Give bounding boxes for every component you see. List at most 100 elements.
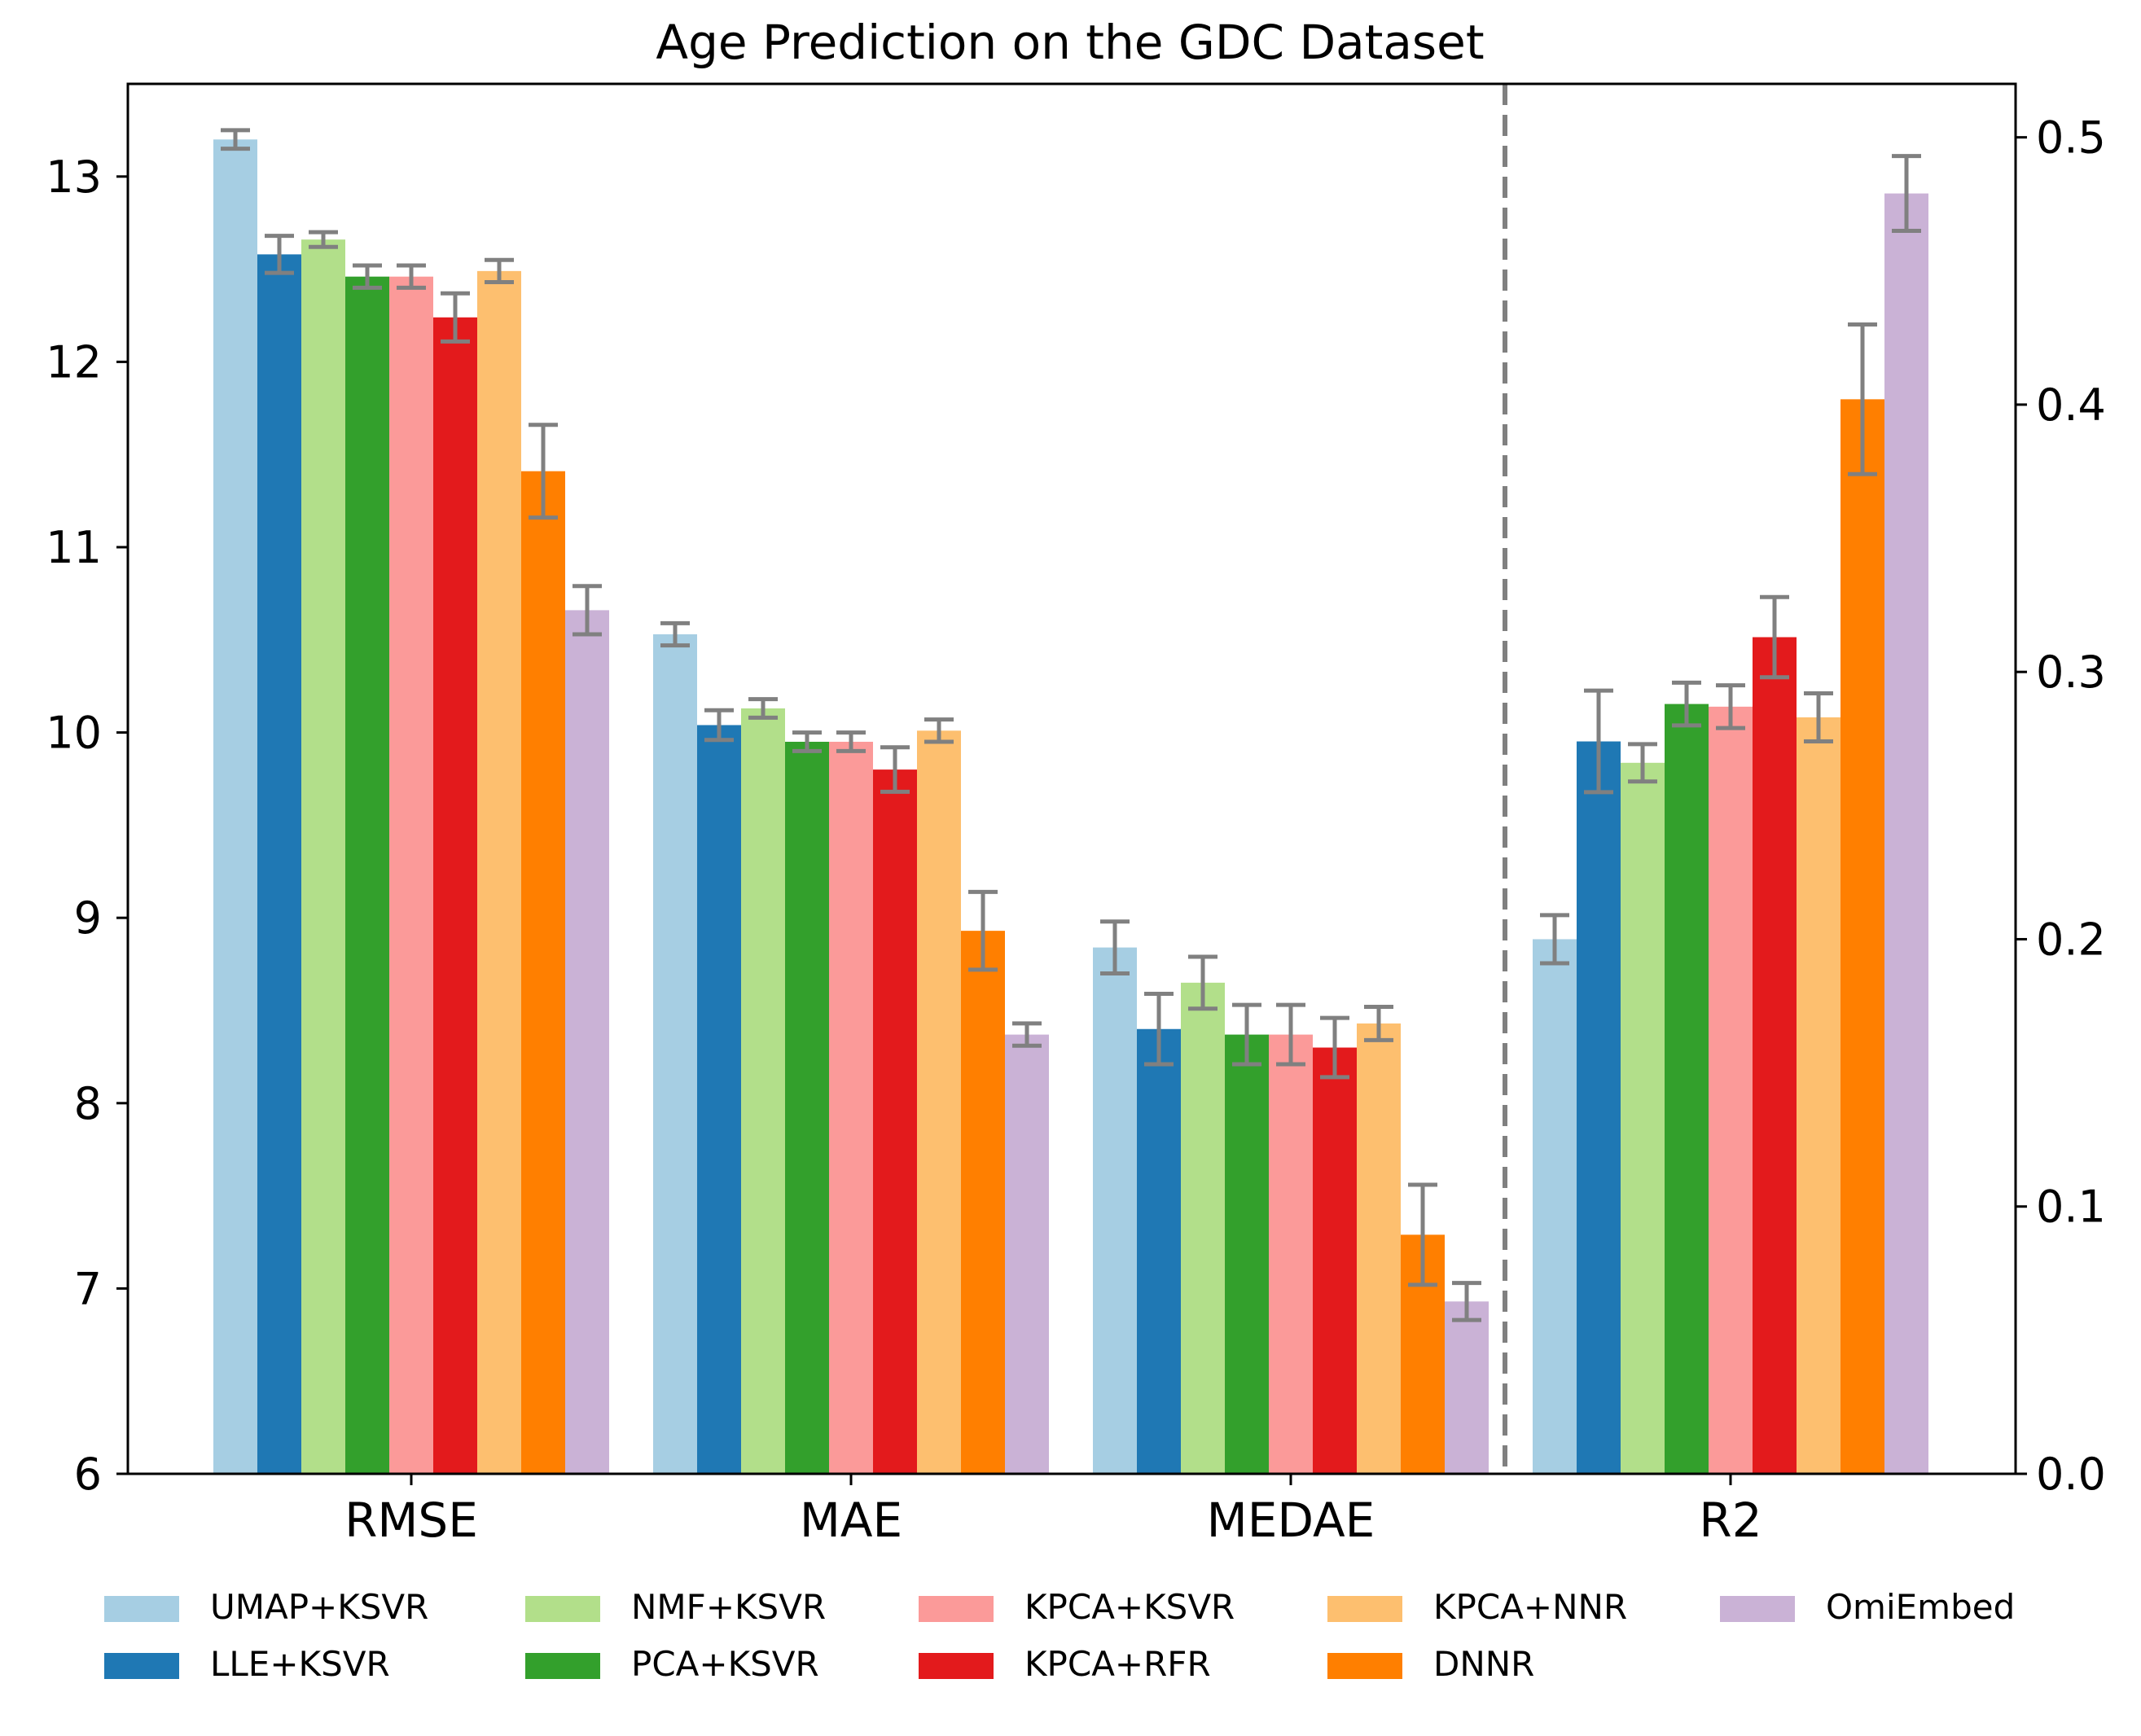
left-y-axis: 6 7 8 9 10 11 12 13 <box>46 151 128 1500</box>
bar-medae-kpca-ksvr <box>1269 1034 1313 1474</box>
error-bar-medae-kpca-nnr <box>1364 1004 1393 1042</box>
error-bar-mae-pca-ksvr <box>792 730 822 753</box>
bar-r2-dnnr <box>1840 399 1884 1475</box>
left-tick-label: 13 <box>46 151 102 203</box>
left-tick-label: 9 <box>74 892 102 944</box>
bar-mae-nmf-ksvr <box>741 708 785 1474</box>
legend-item-umap-ksvr: UMAP+KSVR <box>104 1587 428 1627</box>
chart-title: Age Prediction on the GDC Dataset <box>656 15 1484 70</box>
bar-rmse-omiembed <box>565 610 609 1474</box>
bar-r2-lle-ksvr <box>1577 741 1621 1474</box>
right-tick-label: 0.2 <box>2036 914 2106 965</box>
legend-item-lle-ksvr: LLE+KSVR <box>104 1644 390 1684</box>
legend-label: OmiEmbed <box>1826 1587 2015 1627</box>
error-bar-r2-pca-ksvr <box>1672 680 1701 728</box>
error-bar-mae-dnnr <box>968 889 998 972</box>
x-tick-label-mae: MAE <box>800 1493 902 1548</box>
bar-mae-kpca-nnr <box>917 730 961 1474</box>
legend-swatch <box>1327 1596 1402 1622</box>
error-bar-rmse-kpca-ksvr <box>397 263 426 290</box>
bar-rmse-umap-ksvr <box>213 139 257 1474</box>
legend-label: PCA+KSVR <box>631 1644 819 1684</box>
bar-medae-kpca-nnr <box>1357 1023 1401 1474</box>
legend-swatch <box>104 1596 179 1622</box>
bars-layer <box>213 139 1928 1475</box>
legend-swatch <box>525 1596 600 1622</box>
error-bar-mae-umap-ksvr <box>660 620 690 648</box>
bar-mae-umap-ksvr <box>653 633 697 1475</box>
legend-item-kpca-ksvr: KPCA+KSVR <box>919 1587 1235 1627</box>
right-tick-label: 0.0 <box>2036 1449 2106 1500</box>
x-tick-label-r2: R2 <box>1699 1493 1761 1548</box>
left-tick-label: 7 <box>74 1263 102 1314</box>
error-bar-r2-dnnr <box>1848 322 1877 476</box>
error-bar-r2-umap-ksvr <box>1540 913 1569 966</box>
bar-rmse-kpca-nnr <box>477 270 521 1475</box>
bar-r2-pca-ksvr <box>1665 704 1709 1474</box>
legend-item-dnnr: DNNR <box>1327 1644 1534 1684</box>
error-bar-r2-nmf-ksvr <box>1628 742 1657 784</box>
error-bar-rmse-pca-ksvr <box>353 263 382 290</box>
error-bar-medae-omiembed <box>1452 1281 1481 1322</box>
error-bar-rmse-dnnr <box>529 423 558 520</box>
right-tick-label: 0.3 <box>2036 647 2106 698</box>
error-bar-medae-kpca-ksvr <box>1276 1002 1305 1067</box>
bar-mae-dnnr <box>961 931 1005 1474</box>
error-bar-mae-kpca-nnr <box>924 717 954 744</box>
bar-r2-kpca-rfr <box>1753 637 1797 1474</box>
error-bar-rmse-omiembed <box>573 584 602 637</box>
bar-medae-nmf-ksvr <box>1181 982 1225 1474</box>
error-bar-r2-kpca-nnr <box>1804 690 1833 744</box>
bar-mae-pca-ksvr <box>785 741 829 1474</box>
error-bar-rmse-kpca-rfr <box>441 291 470 344</box>
bar-medae-umap-ksvr <box>1093 947 1137 1474</box>
error-bar-rmse-lle-ksvr <box>265 234 294 275</box>
error-bar-rmse-kpca-nnr <box>485 257 514 285</box>
bar-rmse-kpca-ksvr <box>389 276 433 1475</box>
error-bars-layer <box>221 128 1921 1322</box>
legend-label: NMF+KSVR <box>631 1587 826 1627</box>
bar-medae-pca-ksvr <box>1225 1034 1269 1474</box>
legend-label: KPCA+RFR <box>1024 1644 1211 1684</box>
plot-frame <box>126 82 2017 1475</box>
bar-mae-omiembed <box>1005 1034 1049 1474</box>
bar-rmse-dnnr <box>521 471 565 1474</box>
legend-item-pca-ksvr: PCA+KSVR <box>525 1644 819 1684</box>
right-y-axis: 0.0 0.1 0.2 0.3 0.4 0.5 <box>2016 112 2106 1500</box>
legend-label: LLE+KSVR <box>210 1644 390 1684</box>
left-tick-label: 11 <box>46 522 102 573</box>
bar-r2-omiembed <box>1884 193 1928 1475</box>
error-bar-r2-kpca-rfr <box>1760 594 1789 680</box>
error-bar-r2-lle-ksvr <box>1584 688 1613 795</box>
error-bar-medae-dnnr <box>1408 1182 1437 1287</box>
error-bar-medae-nmf-ksvr <box>1188 954 1217 1011</box>
legend-swatch <box>525 1653 600 1679</box>
error-bar-mae-kpca-ksvr <box>836 730 866 753</box>
bar-medae-kpca-rfr <box>1313 1047 1357 1474</box>
bar-rmse-lle-ksvr <box>257 254 301 1475</box>
error-bar-medae-pca-ksvr <box>1232 1002 1261 1067</box>
bar-mae-kpca-ksvr <box>829 741 873 1474</box>
left-tick-label: 6 <box>74 1449 102 1500</box>
legend-label: KPCA+KSVR <box>1024 1587 1235 1627</box>
error-bar-medae-kpca-rfr <box>1320 1015 1349 1080</box>
legend-swatch <box>919 1653 994 1679</box>
error-bar-r2-omiembed <box>1892 154 1921 234</box>
legend: UMAP+KSVR LLE+KSVR NMF+KSVR PCA+KSVR KPCA+KS… <box>104 1587 2015 1684</box>
bar-rmse-nmf-ksvr <box>301 239 345 1475</box>
bar-medae-lle-ksvr <box>1137 1028 1181 1474</box>
error-bar-mae-kpca-rfr <box>880 745 910 794</box>
x-tick-label-rmse: RMSE <box>344 1493 478 1548</box>
error-bar-mae-lle-ksvr <box>704 708 734 743</box>
right-tick-label: 0.1 <box>2036 1181 2106 1233</box>
legend-item-kpca-nnr: KPCA+NNR <box>1327 1587 1627 1627</box>
bar-r2-kpca-nnr <box>1797 717 1840 1474</box>
legend-swatch <box>1327 1653 1402 1679</box>
error-bar-rmse-nmf-ksvr <box>309 230 338 249</box>
left-tick-label: 10 <box>46 708 102 759</box>
error-bar-r2-kpca-ksvr <box>1716 683 1745 730</box>
right-tick-label: 0.5 <box>2036 112 2106 164</box>
legend-swatch <box>1720 1596 1795 1622</box>
legend-label: UMAP+KSVR <box>210 1587 428 1627</box>
